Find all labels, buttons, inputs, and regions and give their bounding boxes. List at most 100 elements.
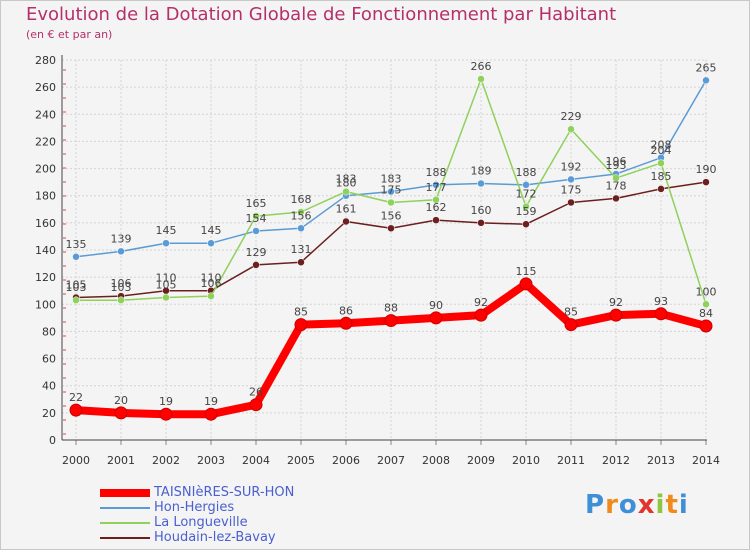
data-label: 189 [471,165,492,178]
data-point [117,296,125,304]
data-point [657,185,665,193]
data-point [522,220,530,228]
data-label: 129 [246,246,267,259]
y-tick-label: 60 [42,353,56,366]
x-tick-label: 2006 [332,454,360,467]
data-point [297,208,305,216]
data-label: 22 [69,391,83,404]
data-point [114,406,128,420]
y-tick-label: 20 [42,407,56,420]
x-tick-label: 2010 [512,454,540,467]
data-label: 86 [339,304,353,317]
data-label: 204 [651,144,672,157]
data-label: 105 [66,279,87,292]
data-point [522,181,530,189]
data-label: 156 [291,209,312,222]
data-label: 159 [516,205,537,218]
data-label: 135 [66,238,87,251]
data-point [384,314,398,328]
y-tick-label: 280 [35,54,56,67]
data-label: 84 [699,307,713,320]
data-point [207,292,215,300]
data-label: 103 [111,281,132,294]
data-point [387,187,395,196]
logo-letter: o [618,490,638,520]
data-label: 19 [204,395,218,408]
proxiti-logo: Proxiti [585,490,689,520]
x-tick-label: 2000 [62,454,90,467]
chart-subtitle: (en € et par an) [26,28,113,41]
data-point [432,196,440,204]
data-point [612,174,620,182]
y-tick-label: 180 [35,190,56,203]
data-label: 178 [606,179,627,192]
x-tick-label: 2003 [197,454,225,467]
data-label: 185 [651,170,672,183]
legend: TAISNIèRES-SUR-HON Hon-Hergies La Longue… [100,485,294,545]
legend-swatch-brown [100,536,150,539]
data-label: 183 [381,173,402,186]
legend-label: La Longueville [154,515,248,530]
data-point [252,261,260,269]
data-label: 188 [426,166,447,179]
x-tick-label: 2008 [422,454,450,467]
data-point [702,300,710,309]
x-tick-label: 2011 [557,454,585,467]
data-label: 190 [696,163,717,176]
y-tick-label: 220 [35,135,56,148]
logo-letter: i [655,490,666,520]
data-label: 266 [471,60,492,73]
data-point [519,277,533,291]
data-point [249,398,263,412]
data-point [72,253,80,261]
data-label: 139 [111,232,132,245]
data-label: 265 [696,61,717,74]
data-point [657,159,665,167]
x-tick-label: 2013 [647,454,675,467]
data-label: 90 [429,299,443,312]
data-label: 100 [696,285,717,298]
legend-item-taisnieres: TAISNIèRES-SUR-HON [100,485,294,500]
data-point [297,224,305,233]
legend-item-houdain: Houdain-lez-Bavay [100,530,294,545]
data-point [69,403,83,417]
data-label: 19 [159,395,173,408]
data-point [339,316,353,330]
data-label: 183 [336,173,357,186]
data-label: 92 [609,296,623,309]
x-tick-label: 2005 [287,454,315,467]
data-label: 156 [381,209,402,222]
y-tick-label: 100 [35,298,56,311]
data-point [252,227,260,235]
logo-letter: r [605,490,619,520]
data-label: 208 [651,139,672,152]
data-label: 103 [66,281,87,294]
x-tick-label: 2001 [107,454,135,467]
legend-swatch-blue [100,506,150,509]
logo-letter: P [585,490,606,520]
data-label: 172 [516,188,537,201]
data-point [654,307,668,321]
legend-swatch-green [100,521,150,524]
data-label: 110 [156,272,177,285]
logo-letter: t [665,490,679,520]
chart-title: Evolution de la Dotation Globale de Fonc… [26,4,617,25]
data-label: 192 [561,160,582,173]
y-tick-label: 80 [42,325,56,338]
data-point [609,308,623,322]
data-point [342,217,350,226]
data-point [72,296,80,304]
data-point [432,181,440,189]
data-label: 168 [291,193,312,206]
data-label: 106 [201,277,222,290]
data-point [567,125,575,133]
y-tick-label: 40 [42,380,56,393]
data-point [387,224,395,233]
data-point [432,216,440,224]
y-tick-label: 120 [35,271,56,284]
legend-item-hon-hergies: Hon-Hergies [100,500,294,515]
data-point [564,318,578,332]
data-label: 177 [426,181,447,194]
data-label: 162 [426,201,447,214]
